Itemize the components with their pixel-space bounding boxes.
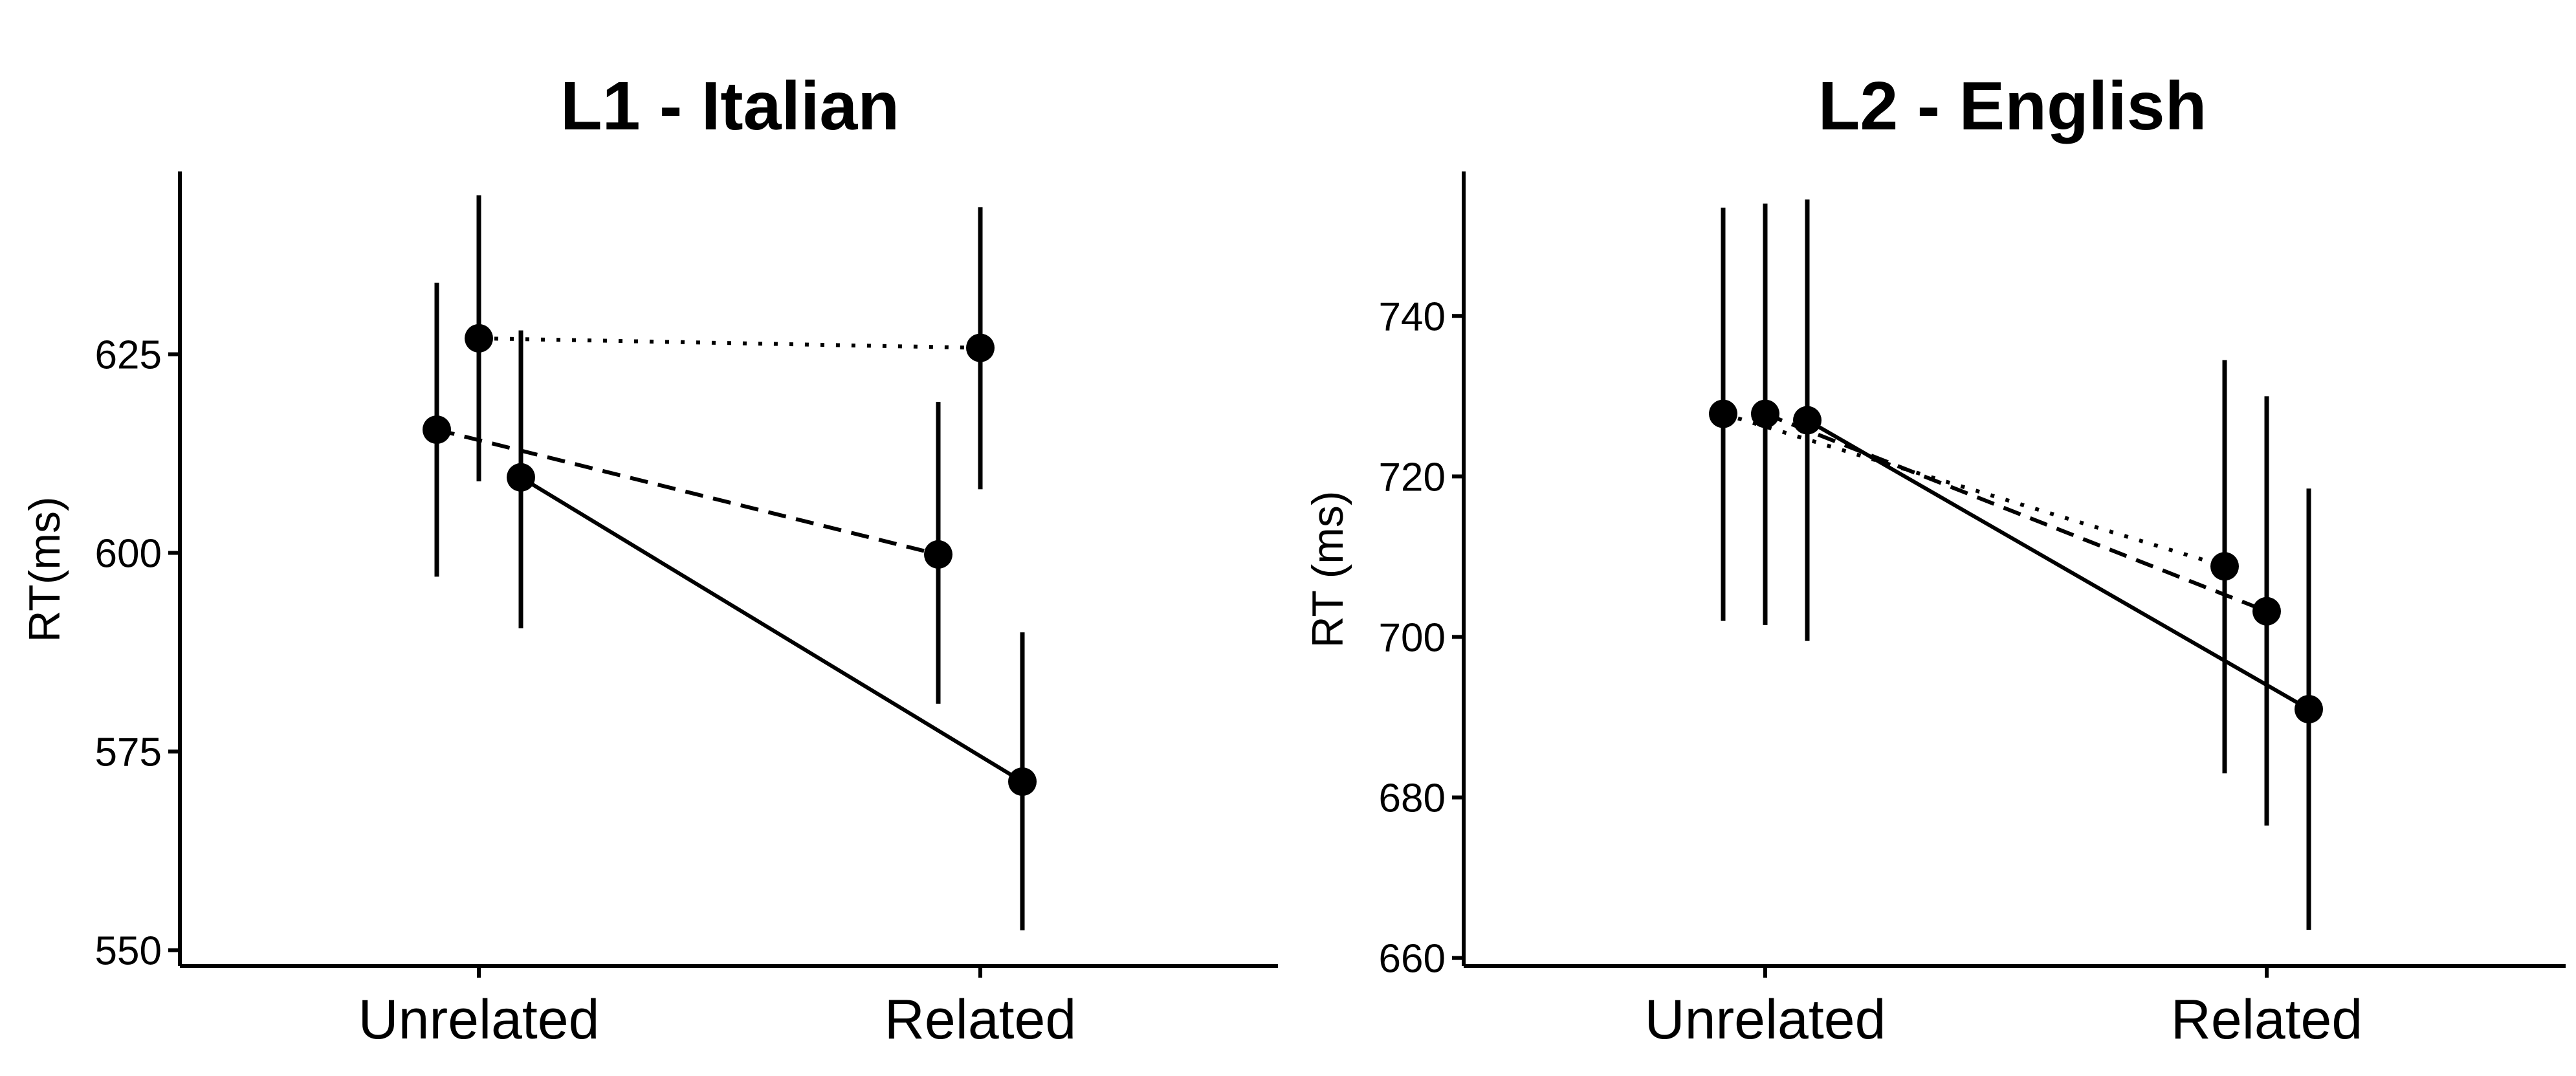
y-tick-label: 700 (1379, 615, 1446, 660)
data-point (2210, 552, 2239, 581)
data-point (423, 415, 451, 445)
y-axis-title: RT(ms) (20, 496, 69, 642)
series-line (436, 428, 939, 556)
series-line (1764, 412, 2268, 613)
y-tick-label: 680 (1379, 776, 1446, 821)
x-tick-label: Unrelated (1645, 989, 1886, 1051)
data-point (1751, 399, 1779, 428)
data-point (924, 540, 952, 569)
y-tick-label: 600 (95, 531, 162, 576)
y-tick-label: 575 (95, 730, 162, 774)
data-point (465, 324, 493, 353)
data-point (966, 333, 995, 362)
data-point (1793, 406, 1822, 435)
data-point (507, 463, 535, 492)
data-point (1008, 767, 1037, 796)
x-tick-label: Unrelated (358, 989, 600, 1051)
y-tick-label: 740 (1379, 294, 1446, 339)
series-line (1806, 418, 2310, 711)
y-tick-label: 625 (95, 333, 162, 377)
chart-title: L2 - English (1818, 68, 2207, 144)
y-tick-label: 550 (95, 928, 162, 973)
y-axis-title: RT (ms) (1303, 490, 1352, 648)
chart-title: L1 - Italian (560, 68, 899, 144)
series-line (1723, 412, 2225, 569)
series-line (520, 476, 1024, 784)
y-tick-label: 720 (1379, 455, 1446, 500)
data-point (1709, 399, 1737, 428)
y-tick-label: 660 (1379, 937, 1446, 982)
data-point (2295, 695, 2323, 724)
x-tick-label: Related (2171, 989, 2362, 1051)
x-tick-label: Related (885, 989, 1076, 1051)
data-point (2252, 597, 2281, 626)
series-line (478, 336, 981, 350)
